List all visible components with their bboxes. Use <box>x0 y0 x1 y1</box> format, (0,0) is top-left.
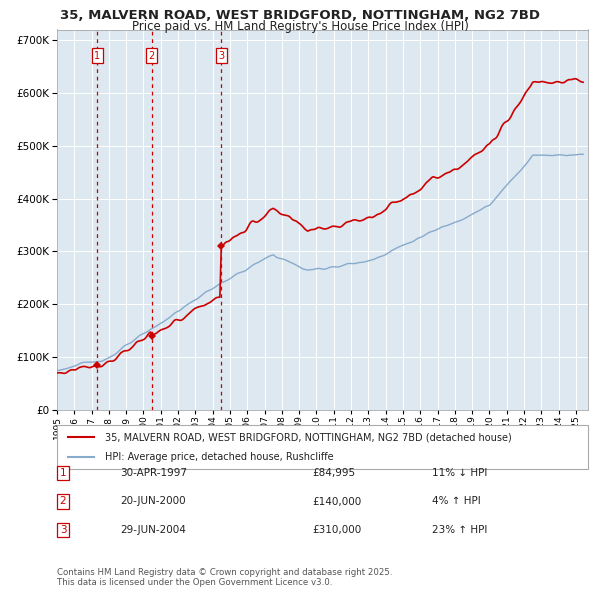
Text: 35, MALVERN ROAD, WEST BRIDGFORD, NOTTINGHAM, NG2 7BD: 35, MALVERN ROAD, WEST BRIDGFORD, NOTTIN… <box>60 9 540 22</box>
Text: £84,995: £84,995 <box>312 468 355 478</box>
Text: 2: 2 <box>148 51 155 61</box>
Text: HPI: Average price, detached house, Rushcliffe: HPI: Average price, detached house, Rush… <box>105 452 334 461</box>
Text: 29-JUN-2004: 29-JUN-2004 <box>120 525 186 535</box>
Text: Price paid vs. HM Land Registry's House Price Index (HPI): Price paid vs. HM Land Registry's House … <box>131 20 469 33</box>
Text: 4% ↑ HPI: 4% ↑ HPI <box>432 497 481 506</box>
Text: 1: 1 <box>59 468 67 478</box>
Text: 30-APR-1997: 30-APR-1997 <box>120 468 187 478</box>
Text: Contains HM Land Registry data © Crown copyright and database right 2025.
This d: Contains HM Land Registry data © Crown c… <box>57 568 392 587</box>
Text: 35, MALVERN ROAD, WEST BRIDGFORD, NOTTINGHAM, NG2 7BD (detached house): 35, MALVERN ROAD, WEST BRIDGFORD, NOTTIN… <box>105 432 512 442</box>
Text: 11% ↓ HPI: 11% ↓ HPI <box>432 468 487 478</box>
Text: 20-JUN-2000: 20-JUN-2000 <box>120 497 185 506</box>
Text: 3: 3 <box>218 51 224 61</box>
Text: £310,000: £310,000 <box>312 525 361 535</box>
Text: 1: 1 <box>94 51 100 61</box>
FancyBboxPatch shape <box>57 425 588 469</box>
Text: 23% ↑ HPI: 23% ↑ HPI <box>432 525 487 535</box>
Text: 2: 2 <box>59 497 67 506</box>
Text: 3: 3 <box>59 525 67 535</box>
Text: £140,000: £140,000 <box>312 497 361 506</box>
